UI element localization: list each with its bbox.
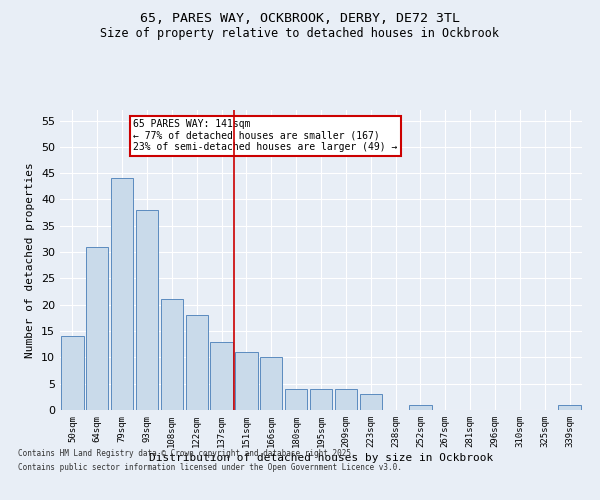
Bar <box>335 389 357 410</box>
Text: 65 PARES WAY: 141sqm
← 77% of detached houses are smaller (167)
23% of semi-deta: 65 PARES WAY: 141sqm ← 77% of detached h… <box>133 119 397 152</box>
Bar <box>235 352 257 410</box>
Text: Size of property relative to detached houses in Ockbrook: Size of property relative to detached ho… <box>101 28 499 40</box>
Bar <box>211 342 233 410</box>
Text: Contains HM Land Registry data © Crown copyright and database right 2025.: Contains HM Land Registry data © Crown c… <box>18 448 356 458</box>
X-axis label: Distribution of detached houses by size in Ockbrook: Distribution of detached houses by size … <box>149 452 493 462</box>
Bar <box>310 389 332 410</box>
Bar <box>359 394 382 410</box>
Text: Contains public sector information licensed under the Open Government Licence v3: Contains public sector information licen… <box>18 464 402 472</box>
Bar <box>185 316 208 410</box>
Bar <box>61 336 83 410</box>
Y-axis label: Number of detached properties: Number of detached properties <box>25 162 35 358</box>
Bar <box>161 300 183 410</box>
Bar <box>285 389 307 410</box>
Bar <box>559 404 581 410</box>
Bar <box>111 178 133 410</box>
Bar <box>260 358 283 410</box>
Bar <box>409 404 431 410</box>
Bar <box>136 210 158 410</box>
Bar <box>86 247 109 410</box>
Text: 65, PARES WAY, OCKBROOK, DERBY, DE72 3TL: 65, PARES WAY, OCKBROOK, DERBY, DE72 3TL <box>140 12 460 26</box>
